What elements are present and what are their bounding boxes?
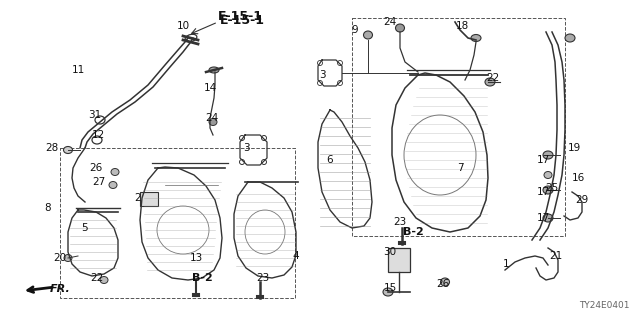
Ellipse shape (317, 81, 323, 85)
Text: 27: 27 (92, 177, 106, 187)
Text: 1: 1 (502, 259, 509, 269)
Text: 17: 17 (536, 213, 550, 223)
Ellipse shape (471, 35, 481, 42)
Text: 17: 17 (536, 187, 550, 197)
Ellipse shape (337, 81, 342, 85)
Text: 16: 16 (572, 173, 584, 183)
Text: 24: 24 (205, 113, 219, 123)
Text: 3: 3 (243, 143, 250, 153)
Ellipse shape (317, 60, 323, 66)
Text: 9: 9 (352, 25, 358, 35)
Ellipse shape (485, 78, 495, 86)
Text: 29: 29 (575, 195, 589, 205)
Text: 11: 11 (72, 65, 84, 75)
Text: 24: 24 (383, 17, 397, 27)
Ellipse shape (100, 276, 108, 284)
Text: 20: 20 (53, 253, 67, 263)
Text: 6: 6 (326, 155, 333, 165)
Text: 14: 14 (204, 83, 216, 93)
Bar (60, 148, 295, 298)
Text: 10: 10 (177, 21, 189, 31)
Text: 5: 5 (82, 223, 88, 233)
Text: E-15-1: E-15-1 (220, 13, 265, 27)
Text: 28: 28 (45, 143, 59, 153)
Ellipse shape (543, 151, 553, 159)
Ellipse shape (262, 135, 266, 140)
Ellipse shape (209, 67, 219, 73)
Text: B-2: B-2 (403, 227, 424, 237)
Text: 2: 2 (134, 193, 141, 203)
Text: 26: 26 (90, 163, 102, 173)
Text: 23: 23 (394, 217, 406, 227)
Text: 21: 21 (549, 251, 563, 261)
Ellipse shape (543, 214, 553, 222)
Text: 15: 15 (383, 283, 397, 293)
Ellipse shape (239, 135, 244, 140)
Text: 3: 3 (319, 70, 325, 80)
Ellipse shape (111, 169, 119, 175)
Ellipse shape (63, 147, 72, 154)
Ellipse shape (239, 159, 244, 164)
Ellipse shape (544, 172, 552, 179)
Ellipse shape (209, 118, 217, 125)
Bar (388, 248, 410, 272)
Text: FR.: FR. (50, 284, 71, 294)
Bar (140, 192, 158, 206)
Ellipse shape (440, 278, 449, 286)
Text: 13: 13 (189, 253, 203, 263)
Ellipse shape (109, 181, 117, 188)
Text: 30: 30 (383, 247, 397, 257)
Text: 23: 23 (257, 273, 269, 283)
Ellipse shape (364, 31, 372, 39)
Text: 8: 8 (45, 203, 51, 213)
Text: 18: 18 (456, 21, 468, 31)
Ellipse shape (565, 34, 575, 42)
Text: 19: 19 (568, 143, 580, 153)
Ellipse shape (383, 288, 393, 296)
Text: 22: 22 (486, 73, 500, 83)
Text: TY24E0401: TY24E0401 (579, 301, 630, 310)
Ellipse shape (262, 159, 266, 164)
Text: 25: 25 (545, 183, 559, 193)
Text: B-2: B-2 (191, 273, 212, 283)
Text: 31: 31 (88, 110, 102, 120)
Bar (352, 18, 565, 236)
Ellipse shape (337, 60, 342, 66)
Text: 26: 26 (436, 279, 450, 289)
Ellipse shape (64, 254, 72, 261)
Ellipse shape (396, 24, 404, 32)
Text: 4: 4 (292, 251, 300, 261)
Text: 12: 12 (92, 130, 104, 140)
Text: 22: 22 (90, 273, 104, 283)
Text: 7: 7 (457, 163, 463, 173)
Ellipse shape (543, 186, 553, 194)
Text: 17: 17 (536, 155, 550, 165)
Text: E-15-1: E-15-1 (218, 11, 263, 23)
